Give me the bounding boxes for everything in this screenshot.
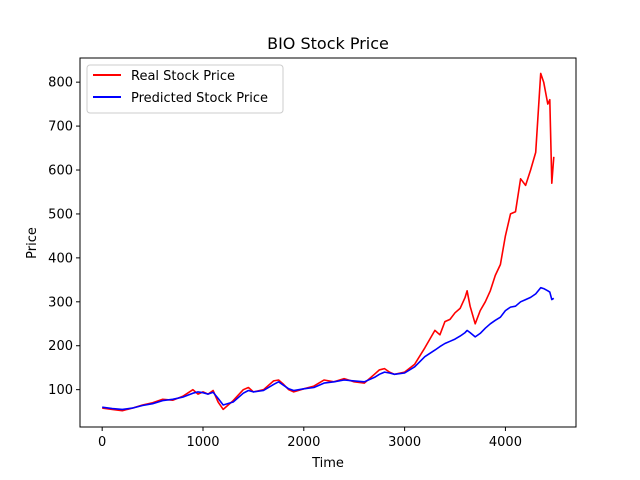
- y-tick-label: 500: [48, 207, 73, 222]
- legend: Real Stock Price Predicted Stock Price: [86, 64, 284, 114]
- x-tick-label: 4000: [489, 435, 522, 450]
- plot-lines: [102, 72, 555, 412]
- x-tick-label: 2000: [287, 435, 320, 450]
- x-tick-label: 3000: [388, 435, 421, 450]
- x-axis-title: Time: [311, 456, 344, 471]
- y-tick-label: 100: [48, 383, 73, 398]
- y-tick-label: 200: [48, 339, 73, 354]
- legend-label-predicted: Predicted Stock Price: [131, 91, 268, 106]
- series-line-real: [102, 72, 555, 412]
- legend-box: [86, 64, 284, 114]
- y-tick-label: 700: [48, 120, 73, 135]
- x-tick-label: 1000: [186, 435, 219, 450]
- y-tick-label: 600: [48, 164, 73, 179]
- y-tick-label: 400: [48, 251, 73, 266]
- y-tick-label: 300: [48, 295, 73, 310]
- x-axis-ticks: 0 1000 2000 3000 4000: [98, 427, 522, 450]
- legend-label-real: Real Stock Price: [131, 69, 235, 84]
- series-line-predicted: [102, 286, 555, 411]
- y-axis-ticks: 100 200 300 400 500 600 700 800: [48, 76, 80, 398]
- x-tick-label: 0: [98, 435, 106, 450]
- y-axis-title: Price: [25, 227, 40, 259]
- chart-title: BIO Stock Price: [267, 34, 389, 53]
- plot-frame: [79, 57, 577, 428]
- y-tick-label: 800: [48, 76, 73, 91]
